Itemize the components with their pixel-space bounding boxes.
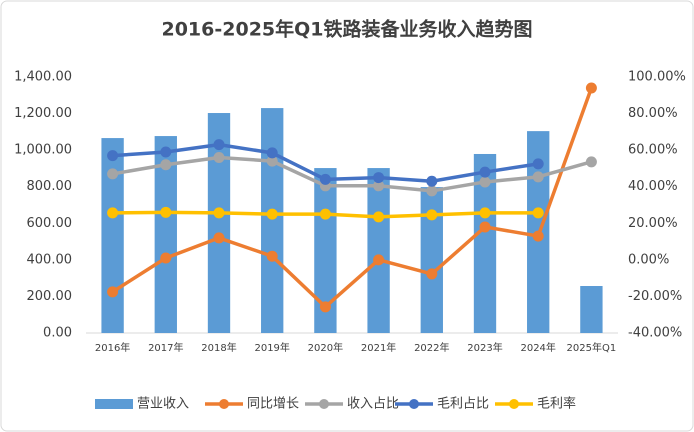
y2-tick-label: -20.00% [628,289,682,304]
bar [367,168,390,333]
line [111,87,594,309]
x-tick-label: 2018年 [201,341,236,354]
marker [213,151,225,163]
y-tick-label: 400.00 [27,252,73,267]
x-tick-label: 2023年 [467,341,502,354]
marker [319,173,331,185]
marker [373,211,385,223]
marker [160,206,172,218]
legend-swatch [95,399,133,409]
marker [373,172,385,184]
marker [107,207,119,219]
y-tick-label: 1,200.00 [14,106,72,121]
marker [479,207,491,219]
marker [479,176,491,188]
bar [420,187,443,333]
x-tick-label: 2016年 [95,341,130,354]
marker [266,147,278,159]
marker [426,175,438,187]
legend-swatch [319,399,329,409]
marker [479,221,491,233]
bar [101,138,124,333]
line [112,155,592,193]
bar [580,286,603,333]
marker [479,166,491,178]
marker [319,301,331,313]
bar [207,113,231,333]
marker [532,207,544,219]
y2-tick-label: 60.00% [628,143,678,158]
x-tick-label: 2020年 [308,341,343,354]
x-tick-label: 2017年 [148,341,183,354]
x-tick-label: 2019年 [254,341,289,354]
x-tick-label: 2021年 [361,341,396,354]
bar [473,153,497,333]
y-tick-label: 200.00 [27,289,73,304]
x-tick-label: 2022年 [414,341,449,354]
legend-swatch [509,399,519,409]
marker [107,150,119,162]
y-tick-label: 1,400.00 [14,70,72,85]
y-tick-label: 1,000.00 [14,143,72,158]
bar [154,136,177,333]
chart-title: 2016-2025年Q1铁路装备业务收入趋势图 [161,18,532,41]
y2-tick-label: 80.00% [628,106,678,121]
marker [107,168,119,180]
marker [532,230,544,242]
x-tick-label: 2024年 [520,341,555,354]
y2-tick-label: 20.00% [628,216,678,231]
x-tick-label: 2025年Q1 [567,341,617,354]
y2-tick-label: 100.00% [628,70,686,85]
marker [373,180,385,192]
marker [160,159,172,171]
y2-tick-label: 0.00% [628,252,669,267]
marker [213,232,225,244]
marker [213,207,225,219]
marker [373,254,385,266]
marker [266,155,278,167]
bar [261,108,284,333]
y-tick-label: 800.00 [27,179,73,194]
legend-label: 营业收入 [137,397,189,412]
marker [585,156,597,168]
legend-swatch [219,399,229,409]
y-tick-label: 0.00 [43,326,72,341]
y2-tick-label: -40.00% [628,326,682,341]
marker [319,208,331,220]
legend-label: 毛利率 [537,396,576,412]
marker [585,82,597,94]
marker [266,250,278,262]
y-tick-label: 600.00 [27,216,73,231]
marker [213,139,225,151]
marker [160,252,172,264]
marker [532,171,544,183]
y2-tick-label: 40.00% [628,179,678,194]
marker [160,146,172,158]
marker [426,268,438,280]
legend-label: 同比增长 [247,397,299,412]
marker [532,158,544,170]
legend-label: 毛利占比 [437,397,489,412]
marker [426,209,438,221]
marker [107,286,119,298]
legend-label: 收入占比 [347,397,399,412]
bar [314,168,337,333]
legend-swatch [409,399,419,409]
marker [266,208,278,220]
marker [426,185,438,197]
